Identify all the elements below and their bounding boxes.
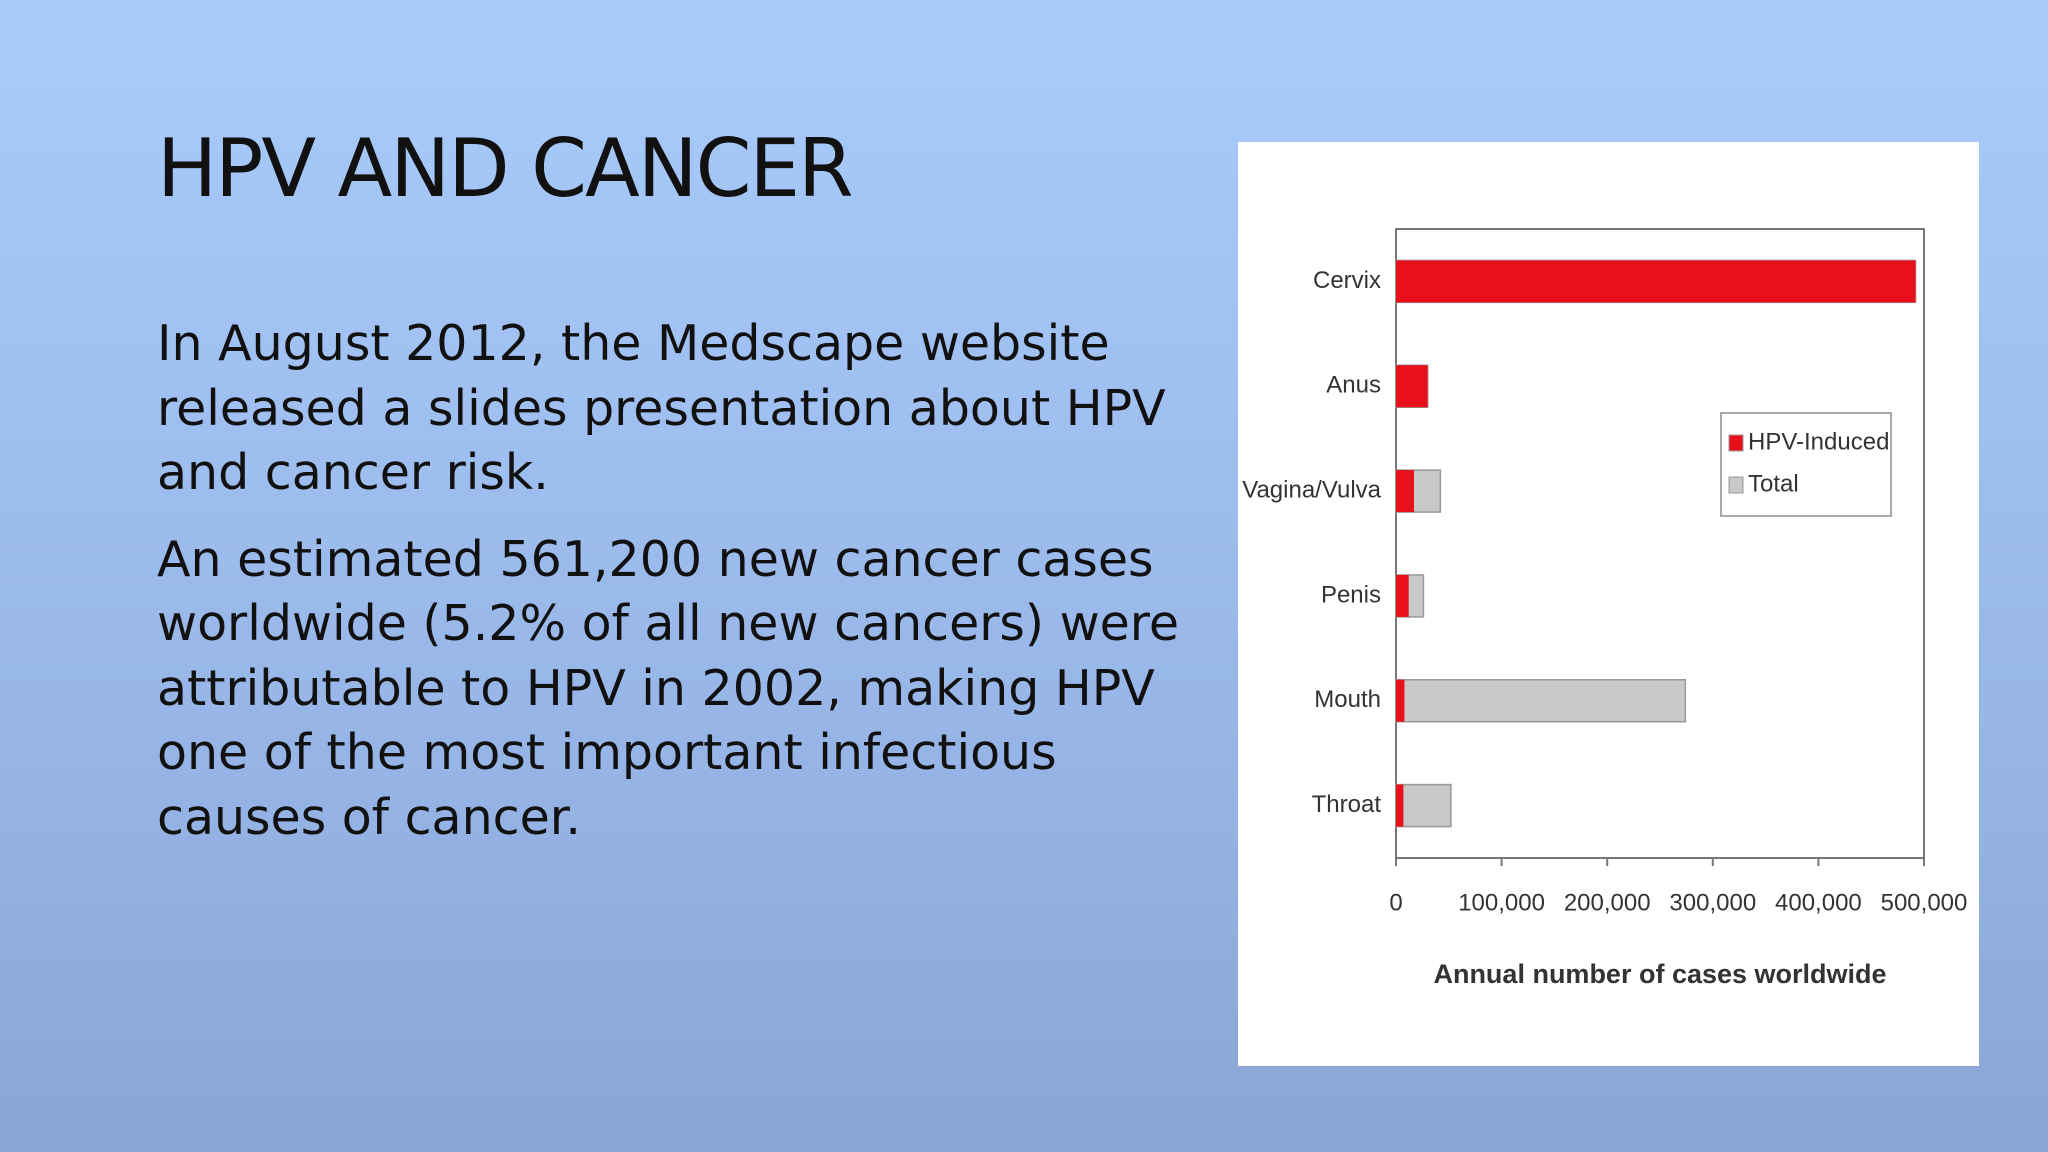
legend-box <box>1720 412 1892 517</box>
y-tick-label: Vagina/Vulva <box>1242 476 1381 503</box>
bar <box>1396 784 1404 827</box>
bar <box>1396 679 1405 722</box>
legend-label: Total <box>1748 470 1799 497</box>
legend-swatch <box>1728 434 1744 452</box>
bar <box>1395 679 1687 723</box>
x-tick-label: 0 <box>1389 889 1402 916</box>
paragraph: In August 2012, the Medscape website rel… <box>157 315 1166 501</box>
plot-frame <box>1395 228 1925 859</box>
bar <box>1396 260 1916 303</box>
chart: Annual number of cases worldwide 0 100,00… <box>1238 142 1979 1066</box>
x-tick-label: 400,000 <box>1775 889 1862 916</box>
slide-title: HPV AND CANCER <box>157 122 854 215</box>
legend-label: HPV-Induced <box>1748 428 1889 455</box>
x-tick-label: 100,000 <box>1458 889 1545 916</box>
x-axis-label: Annual number of cases worldwide <box>1433 959 1886 989</box>
y-tick-label: Cervix <box>1313 267 1381 294</box>
x-tick-label: 300,000 <box>1669 889 1756 916</box>
bar <box>1395 783 1452 828</box>
paragraph: An estimated 561,200 new cancer cases wo… <box>157 530 1180 846</box>
bar <box>1396 365 1428 408</box>
bar <box>1396 574 1409 617</box>
y-tick-label: Throat <box>1312 791 1382 818</box>
slide-body: In August 2012, the Medscape website rel… <box>157 312 1187 872</box>
y-tick-label: Penis <box>1321 581 1381 608</box>
y-tick-label: Anus <box>1326 372 1381 399</box>
x-tick-label: 200,000 <box>1564 889 1651 916</box>
y-tick-label: Mouth <box>1314 686 1381 713</box>
bar <box>1396 470 1414 513</box>
x-tick-label: 500,000 <box>1881 889 1968 916</box>
legend-swatch <box>1728 476 1744 494</box>
